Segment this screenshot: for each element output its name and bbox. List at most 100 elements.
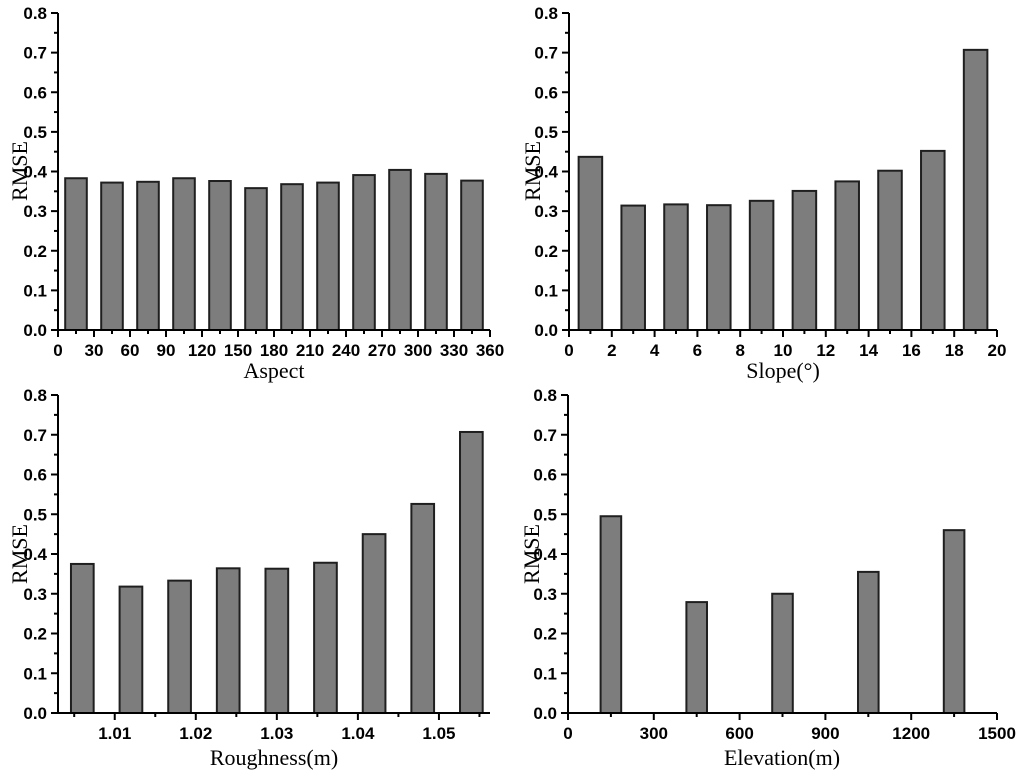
x-tick-label: 2: [607, 341, 616, 360]
chart-roughness-plot: 1.01 1.02 1.03 1.04 1.05 0.0 0.1 0.2 0.3 0.4 0.5 0.…: [23, 386, 490, 743]
y-tick-label: 0.2: [23, 242, 47, 261]
bar: [857, 570, 880, 714]
bar: [100, 181, 124, 331]
x-tick-label: 0: [53, 341, 62, 360]
y-tick-label: 0.6: [23, 83, 47, 102]
x-tick-label: 0: [563, 724, 572, 743]
y-tick-label: 0.3: [533, 585, 557, 604]
x-tick-label: 1.05: [422, 724, 455, 743]
x-tick-label: 10: [774, 341, 793, 360]
y-tick-label: 0.4: [23, 163, 47, 182]
bar: [962, 48, 989, 331]
x-tick-label: 1500: [978, 724, 1016, 743]
bar: [172, 177, 196, 331]
y-tick-label: 0.1: [23, 664, 47, 683]
bar: [361, 533, 387, 715]
y-tick-label: 0.7: [23, 44, 47, 63]
chart-slope-plot: 0 2 4 6 8 10 12 14 16 18 20 0.0 0.1 0.2 0.3 0.4 0.5 0.6 0.…: [534, 4, 1007, 360]
y-tick-label: 0.1: [533, 664, 557, 683]
bar: [280, 183, 304, 331]
y-tick-label: 0.4: [533, 545, 557, 564]
y-tick-label: 0.4: [23, 545, 47, 564]
bar: [136, 180, 160, 331]
y-tick-label: 0.8: [23, 386, 47, 405]
bar: [388, 168, 412, 331]
x-tick-label: 360: [476, 341, 504, 360]
x-tick-label: 180: [260, 341, 288, 360]
bar: [410, 502, 436, 714]
y-tick-label: 0.0: [23, 321, 47, 340]
y-tick-label: 0.3: [534, 202, 558, 221]
bar: [599, 515, 623, 714]
y-tick-label: 0.2: [534, 242, 558, 261]
bar: [424, 172, 448, 331]
x-tick-label: 1.04: [341, 724, 375, 743]
y-tick-label: 0.8: [534, 4, 558, 23]
x-tick-label: 16: [902, 341, 921, 360]
x-tick-label: 20: [988, 341, 1007, 360]
bar: [577, 155, 604, 331]
bar: [64, 177, 88, 331]
bar: [352, 174, 376, 331]
chart-elevation-plot: 0 300 600 900 1200 1500 0.0 0.1 0.2 0.3 0.4 0.5 0.6 0…: [533, 386, 1016, 743]
x-tick-label: 300: [640, 724, 668, 743]
y-tick-label: 0.3: [23, 202, 47, 221]
elevation-x-axis-title: Elevation(m): [723, 745, 841, 770]
bar: [208, 180, 232, 331]
slope-x-axis-title: Slope(°): [746, 358, 820, 383]
bar: [791, 189, 818, 331]
y-tick-label: 0.6: [23, 466, 47, 485]
bar: [771, 592, 794, 714]
x-tick-label: 12: [816, 341, 835, 360]
y-tick-label: 0.2: [533, 625, 557, 644]
y-tick-label: 0.7: [23, 426, 47, 445]
bar: [620, 204, 646, 331]
bar: [215, 567, 241, 714]
aspect-y-axis-title: RMSE: [7, 141, 32, 201]
bar: [459, 430, 484, 714]
bar: [316, 181, 340, 331]
bar: [942, 529, 966, 714]
slope-y-axis-title: RMSE: [520, 141, 545, 201]
y-tick-label: 0.7: [534, 44, 558, 63]
x-tick-label: 18: [945, 341, 964, 360]
y-tick-label: 0.3: [23, 585, 47, 604]
x-tick-label: 1.03: [260, 724, 293, 743]
y-tick-label: 0.8: [533, 386, 557, 405]
y-tick-label: 0.7: [533, 426, 557, 445]
y-tick-label: 0.8: [23, 4, 47, 23]
x-tick-label: 270: [368, 341, 396, 360]
x-tick-label: 4: [650, 341, 660, 360]
bar: [264, 567, 290, 714]
bar: [118, 585, 144, 715]
bar: [460, 179, 484, 331]
y-tick-label: 0.5: [23, 123, 47, 142]
x-tick-label: 8: [735, 341, 744, 360]
bar: [920, 149, 946, 331]
bar: [877, 169, 903, 331]
bar: [663, 203, 689, 331]
roughness-y-axis-title: RMSE: [7, 524, 32, 584]
x-tick-label: 60: [121, 341, 140, 360]
x-tick-label: 330: [440, 341, 468, 360]
y-tick-label: 0.4: [534, 163, 558, 182]
bar: [244, 187, 268, 331]
elevation-y-axis-title: RMSE: [519, 524, 544, 584]
x-tick-label: 6: [693, 341, 702, 360]
y-tick-label: 0.6: [534, 83, 558, 102]
x-tick-label: 1.01: [98, 724, 131, 743]
y-tick-label: 0.6: [533, 466, 557, 485]
y-tick-label: 0.1: [534, 281, 558, 300]
x-tick-label: 30: [85, 341, 104, 360]
roughness-x-axis-title: Roughness(m): [209, 745, 339, 770]
x-tick-label: 900: [811, 724, 839, 743]
y-tick-label: 0.1: [23, 281, 47, 300]
bar: [834, 180, 860, 331]
x-tick-label: 1.02: [179, 724, 212, 743]
y-tick-label: 0.2: [23, 625, 47, 644]
x-tick-label: 300: [404, 341, 432, 360]
bar: [706, 204, 732, 331]
bar: [748, 199, 775, 331]
y-tick-label: 0.5: [23, 505, 47, 524]
